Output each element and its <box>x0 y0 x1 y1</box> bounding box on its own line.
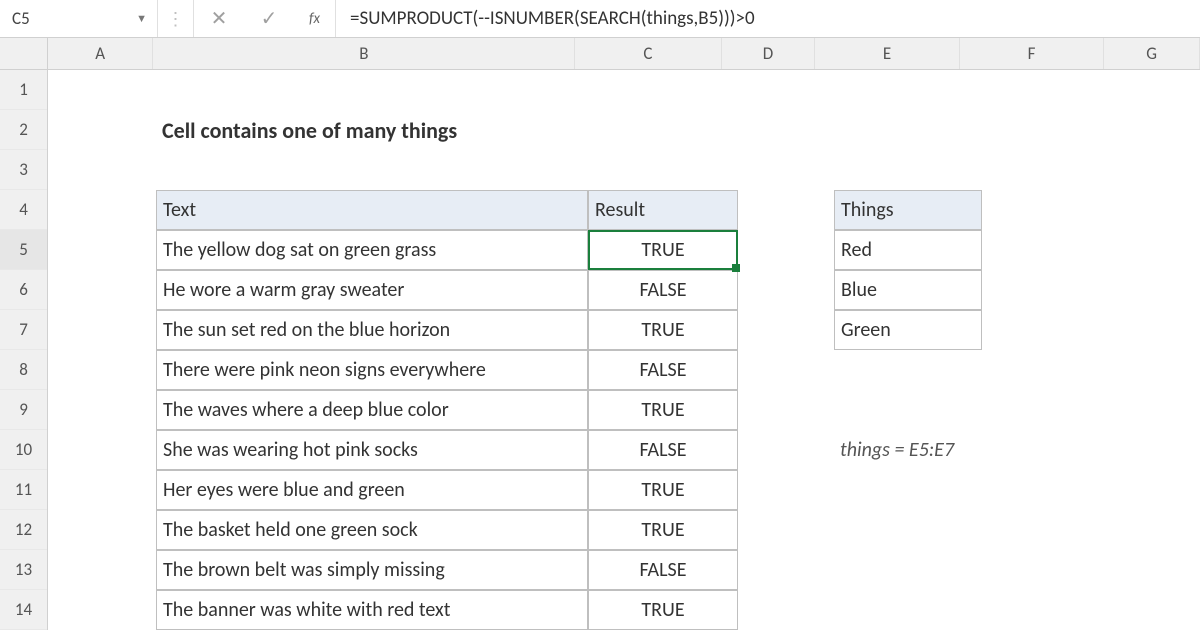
table-row-text[interactable]: The sun set red on the blue horizon <box>156 310 588 350</box>
fill-handle[interactable] <box>732 264 740 272</box>
row-header-6[interactable]: 6 <box>0 270 47 310</box>
table-header-text: Text <box>156 190 588 230</box>
column-header-C[interactable]: C <box>575 38 721 69</box>
dropdown-icon[interactable]: ▼ <box>136 12 147 25</box>
cancel-icon[interactable]: ✕ <box>194 0 244 37</box>
table-row-text[interactable]: The basket held one green sock <box>156 510 588 550</box>
things-item[interactable]: Red <box>834 230 982 270</box>
row-header-12[interactable]: 12 <box>0 510 47 550</box>
table-row-result[interactable]: TRUE <box>588 470 738 510</box>
table-row-result[interactable]: FALSE <box>588 550 738 590</box>
table-row-result[interactable]: FALSE <box>588 270 738 310</box>
table-row-text[interactable]: The brown belt was simply missing <box>156 550 588 590</box>
name-box[interactable]: C5 ▼ <box>0 0 158 37</box>
row-header-4[interactable]: 4 <box>0 190 47 230</box>
table-row-text[interactable]: The banner was white with red text <box>156 590 588 630</box>
column-header-D[interactable]: D <box>722 38 816 69</box>
fx-button[interactable]: fx <box>294 0 336 37</box>
column-header-E[interactable]: E <box>815 38 959 69</box>
row-header-9[interactable]: 9 <box>0 390 47 430</box>
row-header-14[interactable]: 14 <box>0 590 47 630</box>
table-row-text[interactable]: There were pink neon signs everywhere <box>156 350 588 390</box>
column-header-A[interactable]: A <box>48 38 153 69</box>
table-row-text[interactable]: The yellow dog sat on green grass <box>156 230 588 270</box>
named-range-note: things = E5:E7 <box>834 430 1130 470</box>
table-row-text[interactable]: He wore a warm gray sweater <box>156 270 588 310</box>
page-title: Cell contains one of many things <box>156 110 834 150</box>
table-row-text[interactable]: The waves where a deep blue color <box>156 390 588 430</box>
row-header-8[interactable]: 8 <box>0 350 47 390</box>
formula-input[interactable]: =SUMPRODUCT(--ISNUMBER(SEARCH(things,B5)… <box>336 0 1200 37</box>
row-header-5[interactable]: 5 <box>0 230 47 270</box>
column-header-G[interactable]: G <box>1104 38 1200 69</box>
column-header-F[interactable]: F <box>960 38 1104 69</box>
table-row-result[interactable]: TRUE <box>588 510 738 550</box>
select-all-corner[interactable] <box>0 38 48 70</box>
table-row-text[interactable]: She was wearing hot pink socks <box>156 430 588 470</box>
row-header-3[interactable]: 3 <box>0 150 47 190</box>
table-row-result[interactable]: TRUE <box>588 390 738 430</box>
enter-icon[interactable]: ✓ <box>244 0 294 37</box>
table-header-result: Result <box>588 190 738 230</box>
column-header-B[interactable]: B <box>153 38 575 69</box>
formula-bar: C5 ▼ ⋮ ✕ ✓ fx =SUMPRODUCT(--ISNUMBER(SEA… <box>0 0 1200 38</box>
things-item[interactable]: Blue <box>834 270 982 310</box>
table-row-result[interactable]: FALSE <box>588 430 738 470</box>
row-header-10[interactable]: 10 <box>0 430 47 470</box>
row-header-1[interactable]: 1 <box>0 70 47 110</box>
formula-bar-separator: ⋮ <box>158 0 194 37</box>
row-header-7[interactable]: 7 <box>0 310 47 350</box>
table-row-result[interactable]: TRUE <box>588 310 738 350</box>
name-box-value: C5 <box>12 8 30 29</box>
things-item[interactable]: Green <box>834 310 982 350</box>
row-headers: 1234567891011121314 <box>0 70 48 630</box>
row-header-2[interactable]: 2 <box>0 110 47 150</box>
row-header-13[interactable]: 13 <box>0 550 47 590</box>
table-row-result[interactable]: FALSE <box>588 350 738 390</box>
table-row-text[interactable]: Her eyes were blue and green <box>156 470 588 510</box>
row-header-11[interactable]: 11 <box>0 470 47 510</box>
things-header: Things <box>834 190 982 230</box>
column-headers: ABCDEFG <box>48 38 1200 70</box>
table-row-result[interactable]: TRUE <box>588 590 738 630</box>
table-row-result[interactable]: TRUE <box>588 230 738 270</box>
